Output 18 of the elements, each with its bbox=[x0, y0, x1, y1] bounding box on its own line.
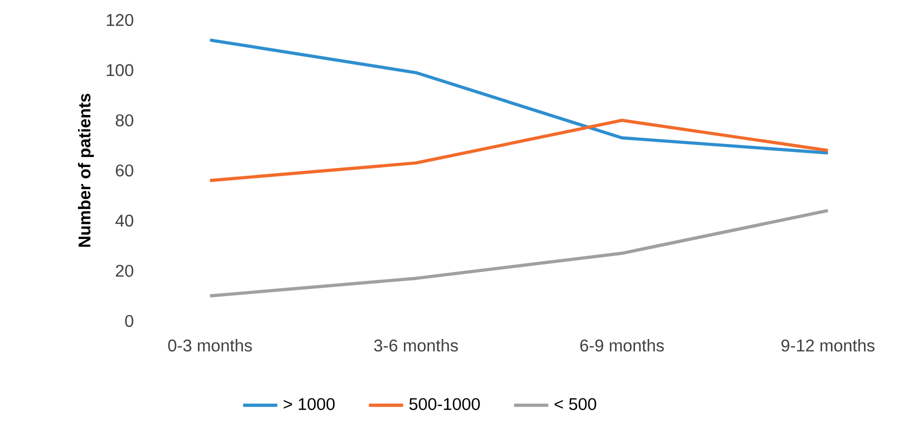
y-tick-label: 120 bbox=[106, 14, 134, 26]
y-tick-label: 20 bbox=[116, 264, 134, 277]
line-series bbox=[208, 209, 830, 298]
y-tick-label: 100 bbox=[106, 64, 134, 76]
legend-label: > 1000 bbox=[284, 398, 335, 410]
y-tick-label: 40 bbox=[115, 214, 134, 227]
x-tick-label: 9-12 months bbox=[781, 339, 875, 352]
y-tick-label: 60 bbox=[116, 164, 134, 176]
y-tick-label: 80 bbox=[116, 114, 134, 126]
line-series bbox=[208, 118, 830, 182]
x-tick-label: 6-9 months bbox=[580, 339, 664, 352]
legend-label: < 500 bbox=[554, 398, 596, 410]
y-tick-label: 0 bbox=[125, 314, 134, 327]
legend-label: 500-1000 bbox=[409, 398, 480, 410]
line-series bbox=[208, 38, 830, 155]
x-tick-label: 3-6 months bbox=[374, 339, 458, 352]
x-tick-label: 0-3 months bbox=[168, 339, 252, 352]
y-axis-title: Number of patients bbox=[78, 94, 94, 247]
